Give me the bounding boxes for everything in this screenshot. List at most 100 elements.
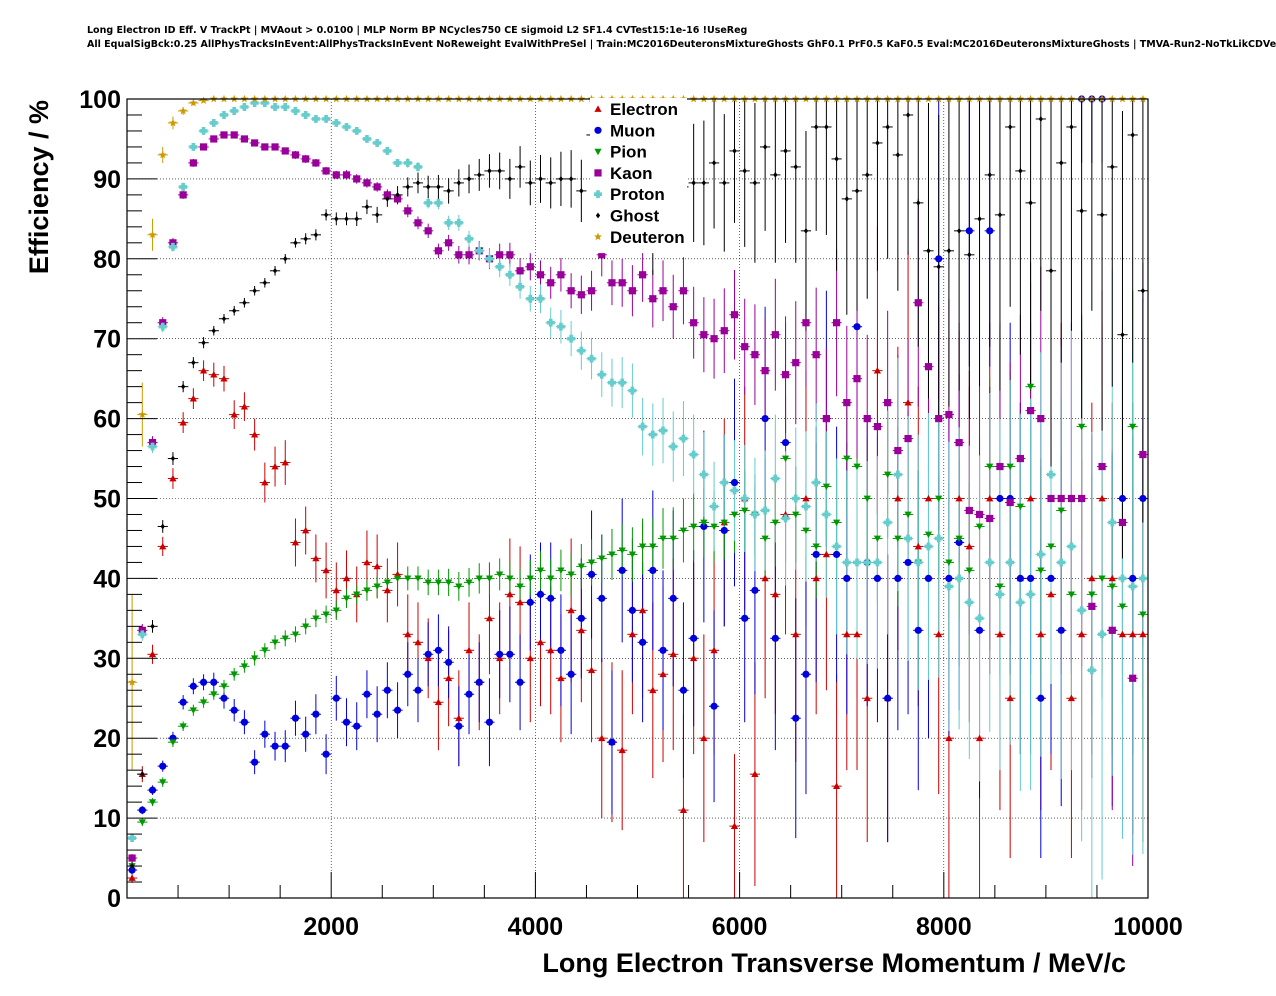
kaon-point xyxy=(720,327,728,335)
proton-point xyxy=(985,558,994,567)
electron-point xyxy=(577,626,585,634)
muon-point xyxy=(455,722,463,730)
ghost-point xyxy=(528,180,533,186)
pion-point xyxy=(302,623,310,630)
proton-point xyxy=(944,582,953,591)
proton-point xyxy=(342,123,351,131)
kaon-point xyxy=(220,131,228,139)
pion-point xyxy=(393,575,402,582)
pion-point xyxy=(1037,567,1045,575)
muon-point xyxy=(945,574,953,583)
proton-point xyxy=(1128,582,1137,591)
kaon-point xyxy=(393,195,402,203)
kaon-point xyxy=(557,271,565,279)
muon-point xyxy=(1037,694,1045,702)
muon-point xyxy=(353,722,361,730)
pion-point xyxy=(526,575,534,582)
ghost-point xyxy=(1048,267,1054,274)
ghost-point xyxy=(1130,132,1135,138)
muon-point xyxy=(230,706,238,714)
ghost-point xyxy=(507,176,513,182)
ghost-point xyxy=(1140,287,1146,294)
proton-point xyxy=(1047,470,1055,479)
muon-point xyxy=(996,494,1004,503)
muon-point xyxy=(669,594,677,602)
electron-point xyxy=(832,782,841,790)
muon-point xyxy=(220,694,228,702)
pion-point xyxy=(414,575,422,582)
kaon-point xyxy=(1047,494,1055,503)
proton-point xyxy=(893,470,902,479)
proton-point xyxy=(495,262,504,271)
kaon-point xyxy=(1108,626,1116,634)
kaon-point xyxy=(526,263,534,271)
proton-point xyxy=(260,99,269,107)
kaon-point xyxy=(189,159,197,167)
muon-point xyxy=(935,255,943,263)
kaon-point xyxy=(169,239,177,247)
legend-marker-electron xyxy=(594,105,602,112)
pion-point xyxy=(873,535,882,543)
y-tick-label: 40 xyxy=(93,565,121,593)
proton-point xyxy=(802,502,810,511)
kaon-point xyxy=(159,319,167,327)
muon-point xyxy=(547,594,555,602)
pion-point xyxy=(404,575,412,582)
proton-point xyxy=(608,378,616,387)
y-tick-label: 20 xyxy=(93,725,121,753)
kaon-point xyxy=(1006,498,1014,507)
deuteron-point xyxy=(128,678,137,686)
deuteron-point xyxy=(189,98,198,107)
kaon-point xyxy=(618,279,626,287)
electron-point xyxy=(128,874,136,881)
ghost-point xyxy=(1079,207,1084,214)
ghost-point xyxy=(987,172,992,178)
legend-marker-kaon xyxy=(594,169,602,177)
ghost-point xyxy=(875,140,880,146)
proton-point xyxy=(975,614,984,623)
muon-point xyxy=(291,714,300,722)
kaon-point xyxy=(761,367,769,375)
proton-point xyxy=(781,514,790,523)
electron-point xyxy=(904,399,912,406)
x-tick-label: 8000 xyxy=(916,913,972,941)
electron-point xyxy=(812,574,820,582)
y-tick-label: 60 xyxy=(93,406,121,434)
electron-point xyxy=(894,494,902,502)
muon-point xyxy=(914,626,922,634)
kaon-point xyxy=(1078,494,1086,503)
muon-point xyxy=(710,702,718,710)
pion-point xyxy=(291,631,300,638)
proton-point xyxy=(516,282,525,291)
pion-point xyxy=(690,523,698,531)
ghost-series xyxy=(129,96,1146,869)
electron-point xyxy=(506,590,514,598)
electron-point xyxy=(669,650,677,658)
proton-point xyxy=(179,182,188,191)
electron-point xyxy=(567,606,575,614)
kaon-point xyxy=(853,375,861,383)
proton-point xyxy=(536,294,545,303)
ghost-point xyxy=(242,299,247,306)
proton-point xyxy=(965,598,974,607)
muon-point xyxy=(404,670,412,678)
proton-point xyxy=(873,558,882,567)
electron-point xyxy=(1139,630,1147,638)
muon-point xyxy=(506,650,514,658)
ghost-point xyxy=(742,168,747,174)
muon-point xyxy=(148,786,157,794)
ghost-point xyxy=(844,195,849,202)
pion-point xyxy=(945,559,953,567)
electron-point xyxy=(1129,630,1137,638)
ghost-point xyxy=(456,180,461,186)
proton-point xyxy=(505,270,514,279)
ghost-point xyxy=(272,267,278,274)
kaon-point xyxy=(261,143,269,151)
ghost-point xyxy=(1008,124,1013,130)
legend-label-proton: Proton xyxy=(610,185,665,204)
electron-point xyxy=(230,411,238,418)
ghost-point xyxy=(323,211,329,218)
ghost-point xyxy=(814,124,819,130)
electron-point xyxy=(649,686,657,694)
ghost-point xyxy=(497,168,502,174)
